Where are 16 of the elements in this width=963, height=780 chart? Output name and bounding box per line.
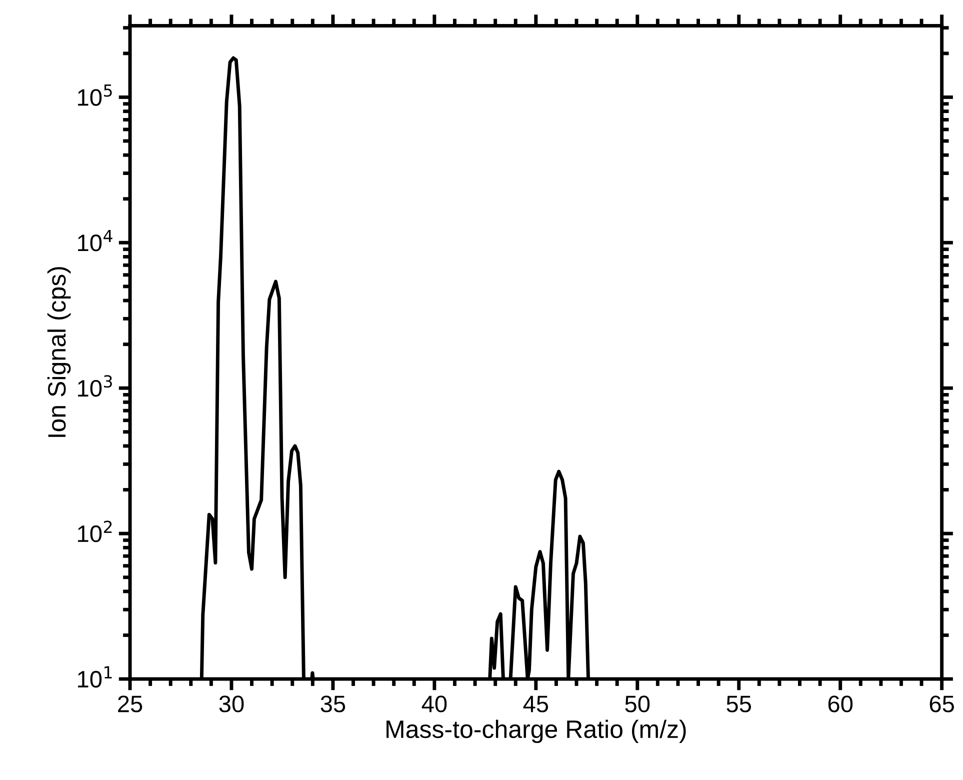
x-tick-label: 55 [726,696,752,712]
y-tick-label: 10$^{5}$ [78,84,112,106]
x-tick-label: 35 [320,696,346,712]
x-axis-title: Mass-to-charge Ratio (m/z) [386,720,686,744]
x-tick-label: 45 [523,696,548,712]
x-tick-label: 40 [422,696,447,712]
x-tick-label: 30 [219,696,244,712]
y-axis-title: Ion Signal (cps) [47,267,71,437]
y-tick-label: 10$^{3}$ [78,375,112,397]
y-tick-label: 10$^{1}$ [78,666,112,688]
x-tick-label: 50 [625,696,650,712]
x-tick-label: 60 [828,696,853,712]
y-tick-label: 10$^{4}$ [78,230,112,252]
x-tick-label: 65 [930,696,954,712]
x-tick-label: 25 [118,696,142,712]
y-tick-label: 10$^{2}$ [78,520,112,542]
